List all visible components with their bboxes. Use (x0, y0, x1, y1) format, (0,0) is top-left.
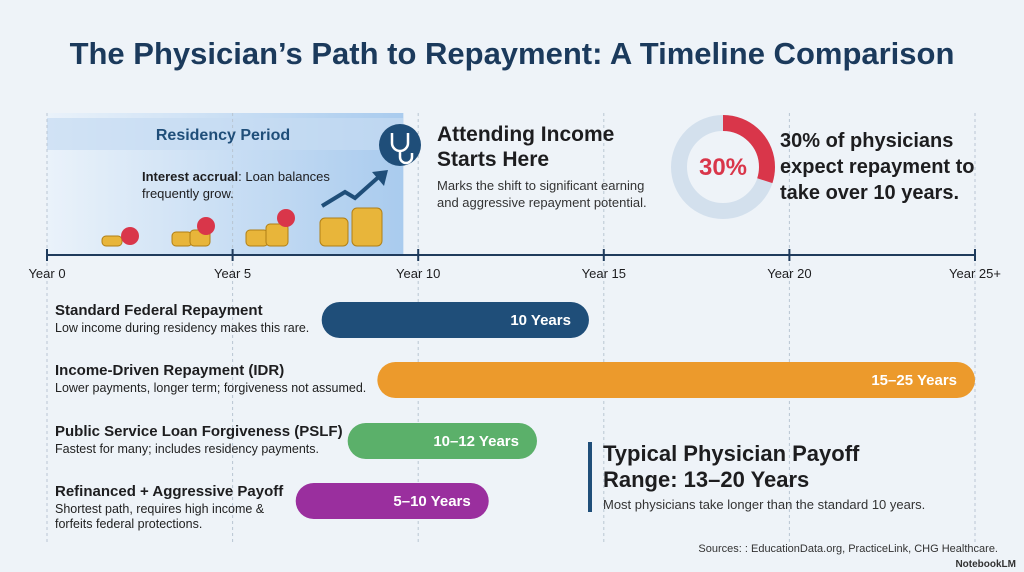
attending-text: Marks the shift to significant earning a… (437, 178, 647, 210)
callout-text: Most physicians take longer than the sta… (603, 497, 926, 512)
bar (295, 483, 489, 519)
series-description: Shortest path, requires high income & fo… (55, 502, 265, 531)
residency-note: Interest accrual: Loan balances frequent… (142, 168, 332, 202)
attending-title: Attending Income Starts Here (437, 123, 615, 171)
bar (377, 362, 975, 398)
bar-label: 5–10 Years (393, 493, 470, 510)
series-description: Lower payments, longer term; forgiveness… (55, 381, 367, 395)
x-tick-label: Year 0 (28, 266, 65, 281)
note-text: : Loan balances frequently grow. (142, 169, 330, 201)
x-tick-label: Year 20 (767, 266, 811, 281)
source: Sources: : EducationData.org, PracticeLi… (698, 543, 998, 555)
series-name: Income-Driven Repayment (IDR) (55, 362, 285, 379)
series-name: Refinanced + Aggressive Payoff (55, 483, 284, 500)
callout-title: Typical Physician Payoff Range: 13–20 Ye… (603, 441, 860, 492)
residency-label: Residency Period (156, 127, 290, 144)
stethoscope-icon (379, 124, 421, 166)
note-bold: Interest accrual (142, 169, 239, 184)
donut-arc (671, 115, 775, 219)
x-tick-label: Year 25+ (949, 266, 1001, 281)
series-name: Standard Federal Repayment (55, 302, 263, 319)
bar-label: 10–12 Years (433, 433, 519, 450)
x-tick-label: Year 5 (214, 266, 251, 281)
x-tick-label: Year 15 (582, 266, 626, 281)
x-tick-label: Year 10 (396, 266, 440, 281)
bar-label: 10 Years (510, 312, 571, 329)
brand: NotebookLM (955, 559, 1016, 570)
series-description: Low income during residency makes this r… (55, 321, 310, 335)
donut-label: 30% (699, 154, 747, 181)
page-title: The Physician’s Path to Repayment: A Tim… (69, 36, 955, 71)
coin-icons (101, 170, 388, 247)
series-name: Public Service Loan Forgiveness (PSLF) (55, 423, 343, 440)
series-description: Fastest for many; includes residency pay… (55, 442, 320, 456)
residency-header (47, 118, 404, 150)
bar (347, 423, 537, 459)
bar (321, 302, 589, 338)
stat-text: 30% of physicians expect repayment to ta… (780, 130, 975, 204)
bar-label: 15–25 Years (871, 372, 957, 389)
